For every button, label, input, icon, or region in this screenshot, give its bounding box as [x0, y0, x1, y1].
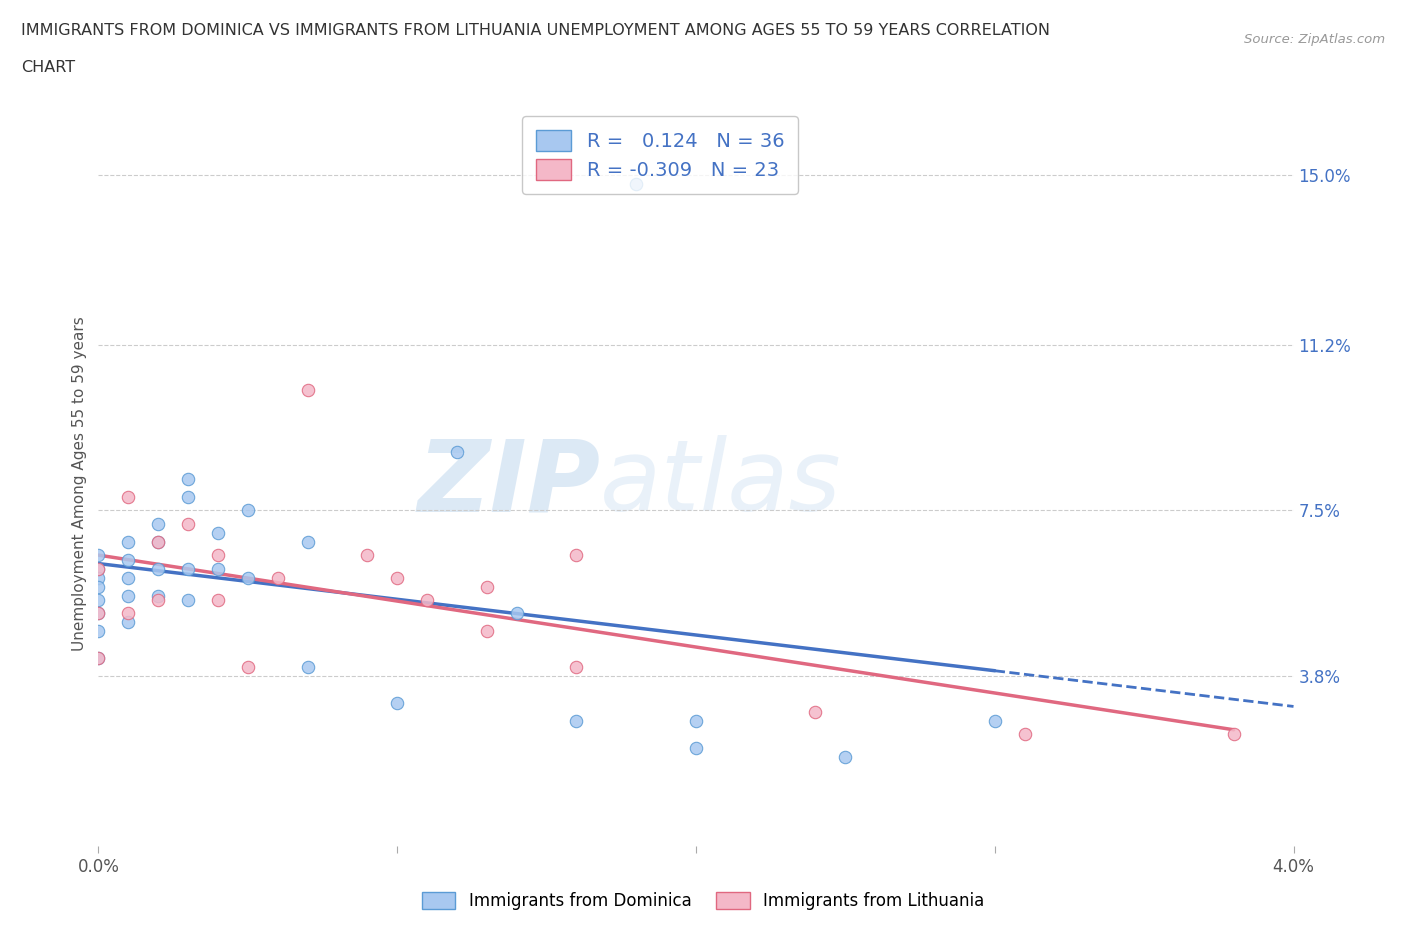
Point [177, 472, 200, 486]
Text: Source: ZipAtlas.com: Source: ZipAtlas.com [1244, 33, 1385, 46]
Point [624, 176, 647, 191]
Text: CHART: CHART [21, 60, 75, 75]
Point [87, 570, 110, 585]
Point [236, 503, 259, 518]
Point [236, 659, 259, 674]
Point [148, 561, 170, 576]
Point [87, 606, 110, 621]
Point [475, 624, 498, 639]
Point [87, 651, 110, 666]
Point [87, 561, 110, 576]
Point [565, 659, 588, 674]
Point [177, 489, 200, 504]
Point [117, 615, 139, 630]
Point [87, 548, 110, 563]
Legend: Immigrants from Dominica, Immigrants from Lithuania: Immigrants from Dominica, Immigrants fro… [415, 885, 991, 917]
Point [385, 570, 409, 585]
Point [87, 579, 110, 594]
Point [177, 592, 200, 607]
Point [117, 535, 139, 550]
Point [385, 696, 409, 711]
Point [207, 525, 229, 540]
Point [446, 445, 468, 459]
Point [148, 535, 170, 550]
Point [87, 606, 110, 621]
Text: atlas: atlas [600, 435, 842, 532]
Point [297, 659, 319, 674]
Point [177, 561, 200, 576]
Point [804, 705, 827, 720]
Point [177, 516, 200, 531]
Point [685, 713, 707, 728]
Point [117, 552, 139, 567]
Point [87, 651, 110, 666]
Point [297, 535, 319, 550]
Point [506, 606, 529, 621]
Point [148, 516, 170, 531]
Text: ZIP: ZIP [418, 435, 600, 532]
Point [565, 713, 588, 728]
Point [565, 548, 588, 563]
Point [475, 579, 498, 594]
Point [207, 548, 229, 563]
Point [1014, 727, 1036, 742]
Point [87, 624, 110, 639]
Point [834, 750, 856, 764]
Y-axis label: Unemployment Among Ages 55 to 59 years: Unemployment Among Ages 55 to 59 years [72, 316, 87, 651]
Point [416, 592, 439, 607]
Point [356, 548, 378, 563]
Point [148, 592, 170, 607]
Point [117, 570, 139, 585]
Point [207, 592, 229, 607]
Point [236, 570, 259, 585]
Point [117, 489, 139, 504]
Point [983, 713, 1005, 728]
Point [148, 535, 170, 550]
Point [267, 570, 290, 585]
Point [117, 588, 139, 603]
Point [117, 606, 139, 621]
Point [207, 561, 229, 576]
Text: IMMIGRANTS FROM DOMINICA VS IMMIGRANTS FROM LITHUANIA UNEMPLOYMENT AMONG AGES 55: IMMIGRANTS FROM DOMINICA VS IMMIGRANTS F… [21, 23, 1050, 38]
Point [1222, 727, 1246, 742]
Point [297, 382, 319, 397]
Point [87, 561, 110, 576]
Point [87, 592, 110, 607]
Legend: R =   0.124   N = 36, R = -0.309   N = 23: R = 0.124 N = 36, R = -0.309 N = 23 [523, 116, 797, 193]
Point [148, 588, 170, 603]
Point [685, 740, 707, 755]
